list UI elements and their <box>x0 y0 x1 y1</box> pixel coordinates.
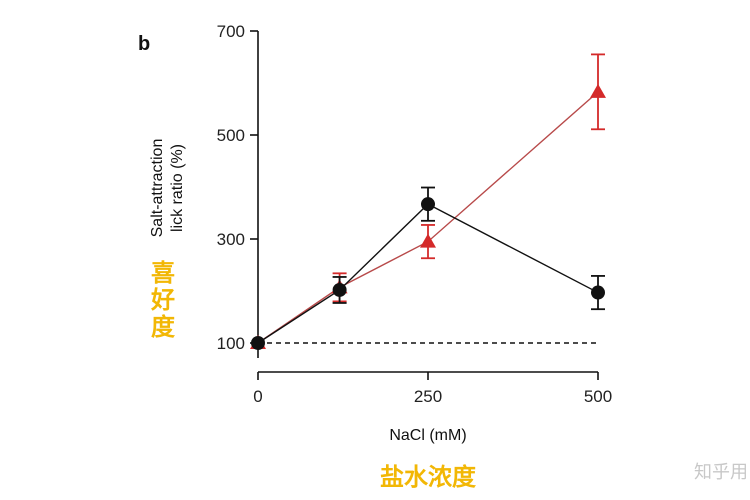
y-axis-title-line-1: Salt-attraction <box>149 139 166 238</box>
y-axis-title: Salt-attraction lick ratio (%) <box>149 139 186 238</box>
triangle-marker <box>420 233 436 248</box>
circle-marker <box>591 285 605 300</box>
x-tick-label: 250 <box>414 387 442 406</box>
x-tick-label: 0 <box>253 387 262 406</box>
circle-marker <box>421 197 435 212</box>
x-annotation: 盐水浓度 <box>380 463 477 491</box>
series-line <box>257 203 599 344</box>
y-axis-title-line-2: lick ratio (%) <box>169 144 186 232</box>
plot-area <box>250 53 606 350</box>
circle-marker <box>251 336 265 350</box>
y-annotation-char-3: 度 <box>151 313 176 341</box>
series-line <box>257 91 599 344</box>
x-tick-label: 500 <box>584 387 612 406</box>
panel-label: b <box>138 33 150 55</box>
x-axis-title: NaCl (mM) <box>389 427 466 444</box>
y-annotation-char-1: 喜 <box>151 259 175 287</box>
y-tick-label: 700 <box>217 22 245 41</box>
triangle-marker <box>590 83 606 98</box>
y-tick-label: 100 <box>217 334 245 353</box>
y-tick-label: 300 <box>217 230 245 249</box>
y-annotation-char-2: 好 <box>150 286 175 314</box>
axes: 100 300 500 700 0 250 500 <box>217 22 613 406</box>
circle-marker <box>332 282 347 297</box>
watermark: 知乎用 <box>694 462 748 483</box>
y-tick-label: 500 <box>217 126 245 145</box>
